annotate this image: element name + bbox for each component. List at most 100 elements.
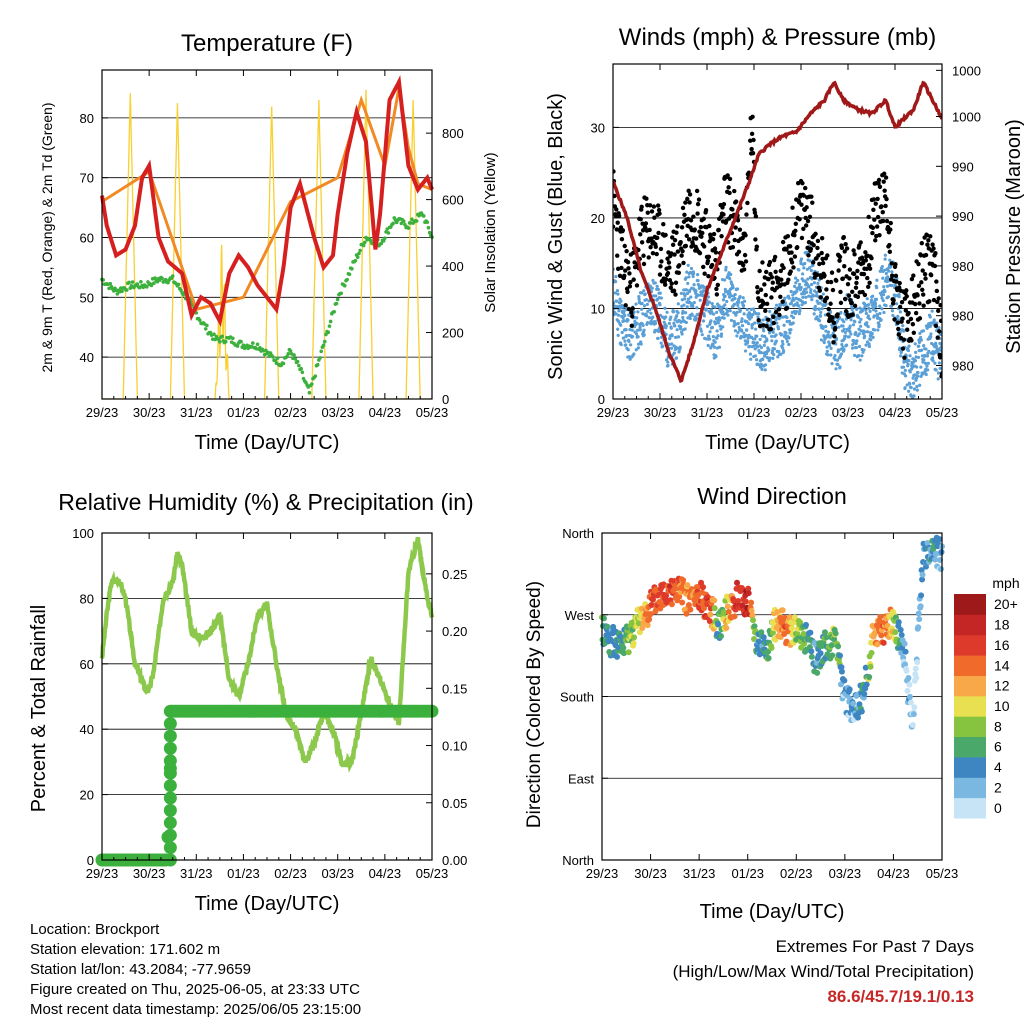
wind-point [864,311,868,316]
gust-point [681,260,686,266]
wind-point [721,298,726,302]
wind-point [647,315,651,320]
precip-point [163,828,177,842]
wind-point [865,321,869,325]
direction-point [677,589,684,596]
wind-point [859,324,863,328]
wind-point [642,304,647,308]
wind-point [734,313,738,317]
gust-point [870,225,876,230]
gust-point [817,288,822,293]
gust-point [758,287,764,292]
wind-point [779,352,783,356]
gust-point [884,218,890,224]
wind-point [685,305,689,309]
gust-point [700,230,705,236]
gust-point [767,259,773,265]
gust-point [763,308,768,314]
y-axis-label: Sonic Wind & Gust (Blue, Black) [545,93,567,380]
gust-point [617,273,623,278]
wind-point [916,374,920,378]
direction-point [614,653,621,660]
direction-point [915,624,922,631]
wind-point [822,340,826,345]
wind-point [801,295,805,299]
direction-point [631,634,638,641]
wind-point [878,311,882,316]
wind-point [669,346,674,350]
wind-point [868,317,872,321]
wind-point [799,285,803,290]
dewpoint-point [313,374,318,378]
gust-point [836,268,841,273]
wind-point [642,333,646,337]
direction-point [918,592,925,599]
gust-point [921,303,926,308]
y-tick-label: 0 [598,392,605,407]
wind-point [740,329,744,333]
wind-point [692,271,696,276]
dewpoint-point [293,357,298,361]
y-right-tick-label: 1000 [952,63,981,78]
wind-point [800,292,804,296]
direction-point [808,653,815,660]
wind-point [768,309,772,314]
wind-point [753,347,757,351]
wind-point [858,358,862,362]
wind-point [907,344,911,348]
wind-point [915,365,919,369]
gust-point [849,300,854,306]
wind-point [911,381,916,385]
wind-point [872,314,876,318]
wind-point [656,336,660,340]
wind-point [679,325,683,329]
y-tick-label: 60 [80,230,94,245]
gust-point [911,330,916,335]
wind-point [740,317,744,321]
wind-point [859,329,863,333]
legend-swatch [954,736,986,758]
gust-point [646,255,651,260]
wind-point [895,302,899,306]
gust-point [727,190,732,196]
wind-point [841,324,845,328]
gust-point [789,250,794,255]
direction-point [706,618,713,625]
direction-point [915,610,922,617]
gust-point [779,277,784,282]
wind-point [726,313,730,317]
wind-point [689,295,693,299]
y-tick-label: 70 [80,171,94,186]
wind-point [748,313,752,317]
y-tick-label: 30 [591,120,605,135]
wind-point [791,321,795,325]
y-tick-label: 40 [80,722,94,737]
x-tick-label: 02/23 [274,405,307,420]
gust-point [883,175,889,180]
gust-point [675,224,680,229]
wind-point [813,304,817,309]
winds-title: Winds (mph) & Pressure (mb) [619,24,936,51]
dewpoint-point [401,219,406,224]
wind-point [898,310,903,314]
wind-point [850,305,854,309]
y-tick-label: 60 [80,657,94,672]
wind-point [813,307,818,311]
gust-point [751,137,756,143]
gust-point [859,255,865,260]
dewpoint-point [309,382,314,386]
dewpoint-point [350,266,354,271]
dewpoint-point [273,358,278,363]
gust-point [639,204,644,210]
wind-point [713,340,717,344]
direction-point [749,612,756,619]
gust-point [825,253,830,258]
gust-point [644,196,649,201]
gust-point [916,261,921,267]
y-tick-label: 80 [80,591,94,606]
gust-point [661,221,666,227]
wind-point [918,331,922,335]
wind-point [661,344,665,348]
precip-point [163,766,177,780]
